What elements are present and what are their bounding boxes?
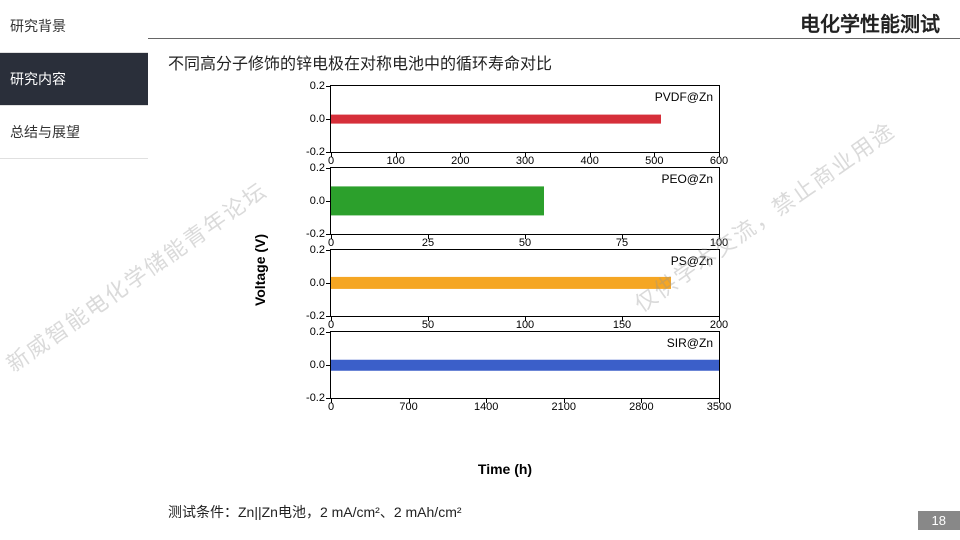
sidebar-item-summary[interactable]: 总结与展望 [0,106,148,159]
chart-panel-PS@Zn: -0.20.00.2050100150200PS@Zn [330,249,720,317]
sidebar-item-content[interactable]: 研究内容 [0,53,148,106]
chart-panel-PEO@Zn: -0.20.00.20255075100PEO@Zn [330,167,720,235]
test-conditions: 测试条件：Zn||Zn电池，2 mA/cm²、2 mAh/cm² [168,502,462,522]
divider [148,38,960,39]
chart-panel-SIR@Zn: -0.20.00.207001400210028003500SIR@Zn [330,331,720,399]
sidebar: 研究背景 研究内容 总结与展望 [0,0,148,540]
sidebar-item-bg[interactable]: 研究背景 [0,0,148,53]
page-title: 电化学性能测试 [800,8,940,37]
voltage-time-chart: Voltage (V) -0.20.00.2010020030040050060… [290,85,720,455]
y-axis-label: Voltage (V) [252,234,268,306]
subtitle: 不同高分子修饰的锌电极在对称电池中的循环寿命对比 [168,50,552,74]
x-axis-label: Time (h) [478,461,532,477]
page-number: 18 [918,511,960,530]
chart-panel-PVDF@Zn: -0.20.00.20100200300400500600PVDF@Zn [330,85,720,153]
